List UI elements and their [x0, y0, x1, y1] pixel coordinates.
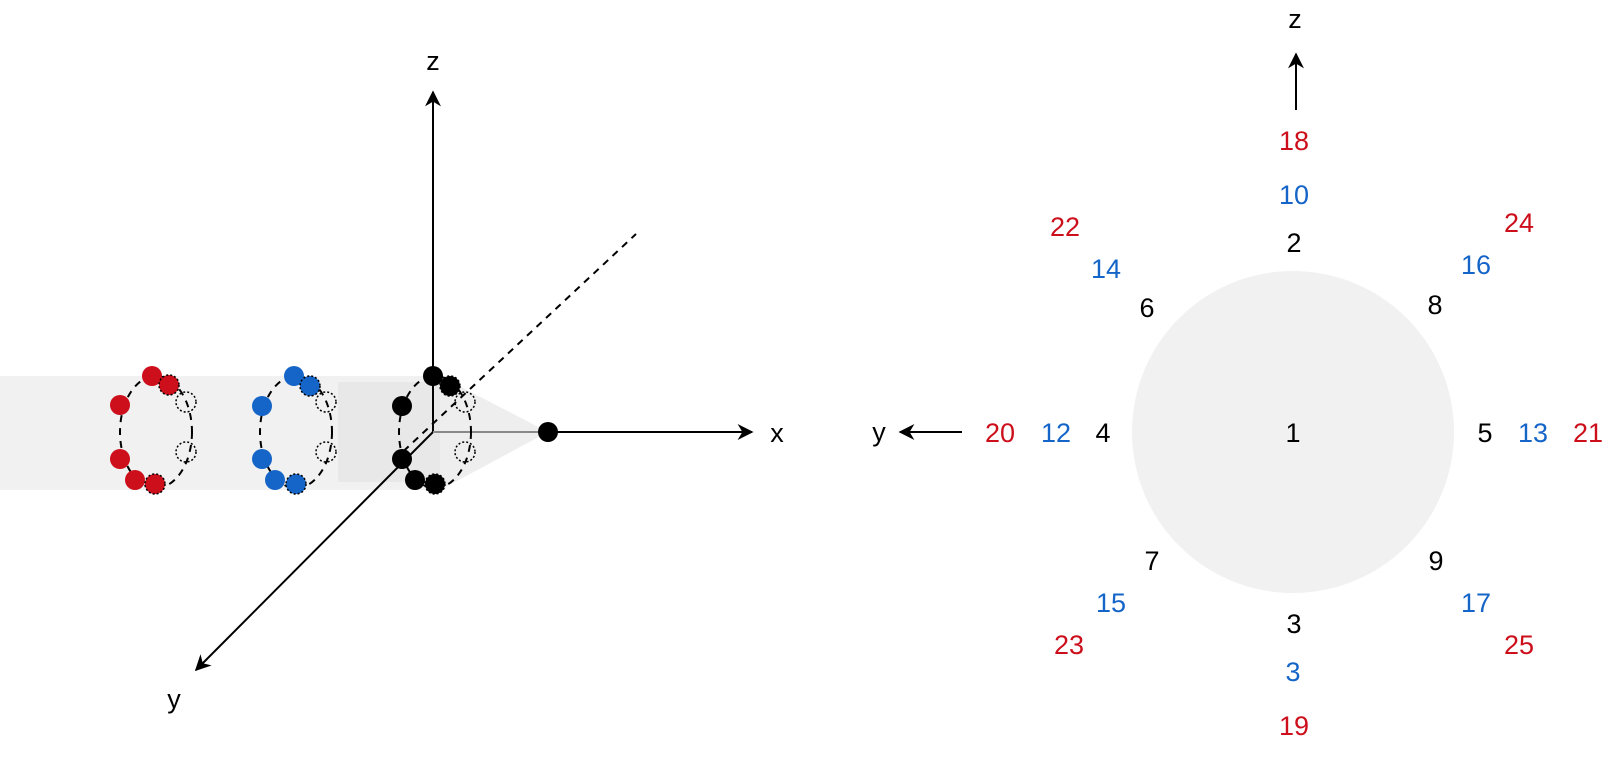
label-9: 9: [1428, 546, 1443, 576]
red-ghost-lower: [175, 441, 197, 463]
y-axis: [194, 431, 434, 672]
label-21: 21: [1573, 418, 1603, 448]
red-ring: [110, 366, 197, 495]
label-5: 5: [1477, 418, 1492, 448]
label-8: 8: [1427, 290, 1442, 320]
red-atom-top: [142, 366, 162, 386]
red-atom-bottom: [125, 470, 145, 490]
label-10: 10: [1279, 180, 1309, 210]
blue-atom-bottom: [265, 470, 285, 490]
projection-view: z y 1 2 3 4 5 6 7 8 9 10 3 12 13 14 15 1…: [872, 4, 1603, 741]
label-24: 24: [1504, 208, 1534, 238]
diagonal-dashed-line: [393, 233, 637, 461]
blue-atom-left-upper: [252, 396, 272, 416]
projection-disc: [1132, 271, 1454, 593]
label-17: 17: [1461, 588, 1491, 618]
label-13: 13: [1518, 418, 1548, 448]
red-ghost-upper: [175, 391, 197, 413]
label-12: 12: [1041, 418, 1071, 448]
label-16: 16: [1461, 250, 1491, 280]
focal-point: [538, 422, 558, 442]
black-atom-top: [423, 366, 443, 386]
label-18: 18: [1279, 126, 1309, 156]
perspective-view: z x y: [0, 46, 784, 714]
red-atom-left-lower: [110, 449, 130, 469]
blue-ring: [252, 366, 337, 495]
black-atom-left-lower: [392, 449, 412, 469]
label-7: 7: [1144, 546, 1159, 576]
label-3-blue: 3: [1285, 657, 1300, 687]
red-atom-left-upper: [110, 395, 130, 415]
label-1: 1: [1285, 418, 1300, 448]
label-6: 6: [1139, 293, 1154, 323]
label-23: 23: [1054, 630, 1084, 660]
z-axis-label: z: [426, 46, 440, 76]
blue-atom-left-lower: [252, 449, 272, 469]
label-22: 22: [1050, 212, 1080, 242]
red-atom-bottom-right: [144, 473, 166, 495]
black-atom-left-upper: [392, 396, 412, 416]
blue-ghost-lower: [315, 441, 337, 463]
blue-atom-bottom-right: [285, 473, 307, 495]
black-atom-bottom: [405, 470, 425, 490]
label-3: 3: [1286, 609, 1301, 639]
label-14: 14: [1091, 254, 1121, 284]
red-atom-top-right: [158, 374, 180, 396]
right-z-axis-label: z: [1288, 4, 1302, 34]
label-20: 20: [985, 418, 1015, 448]
label-19: 19: [1279, 711, 1309, 741]
black-ring: [392, 366, 476, 495]
label-2: 2: [1286, 228, 1301, 258]
black-atom-top-right: [439, 375, 461, 397]
label-25: 25: [1504, 630, 1534, 660]
blue-ghost-upper: [315, 391, 337, 413]
label-15: 15: [1096, 588, 1126, 618]
y-axis-label: y: [167, 684, 181, 714]
black-ghost-upper: [454, 391, 476, 413]
label-4: 4: [1095, 418, 1110, 448]
blue-atom-top: [284, 366, 304, 386]
right-y-axis-label: y: [872, 417, 886, 447]
x-axis-label: x: [770, 418, 784, 448]
black-atom-bottom-right: [424, 473, 446, 495]
black-ghost-lower: [454, 441, 476, 463]
blue-atom-top-right: [299, 375, 321, 397]
